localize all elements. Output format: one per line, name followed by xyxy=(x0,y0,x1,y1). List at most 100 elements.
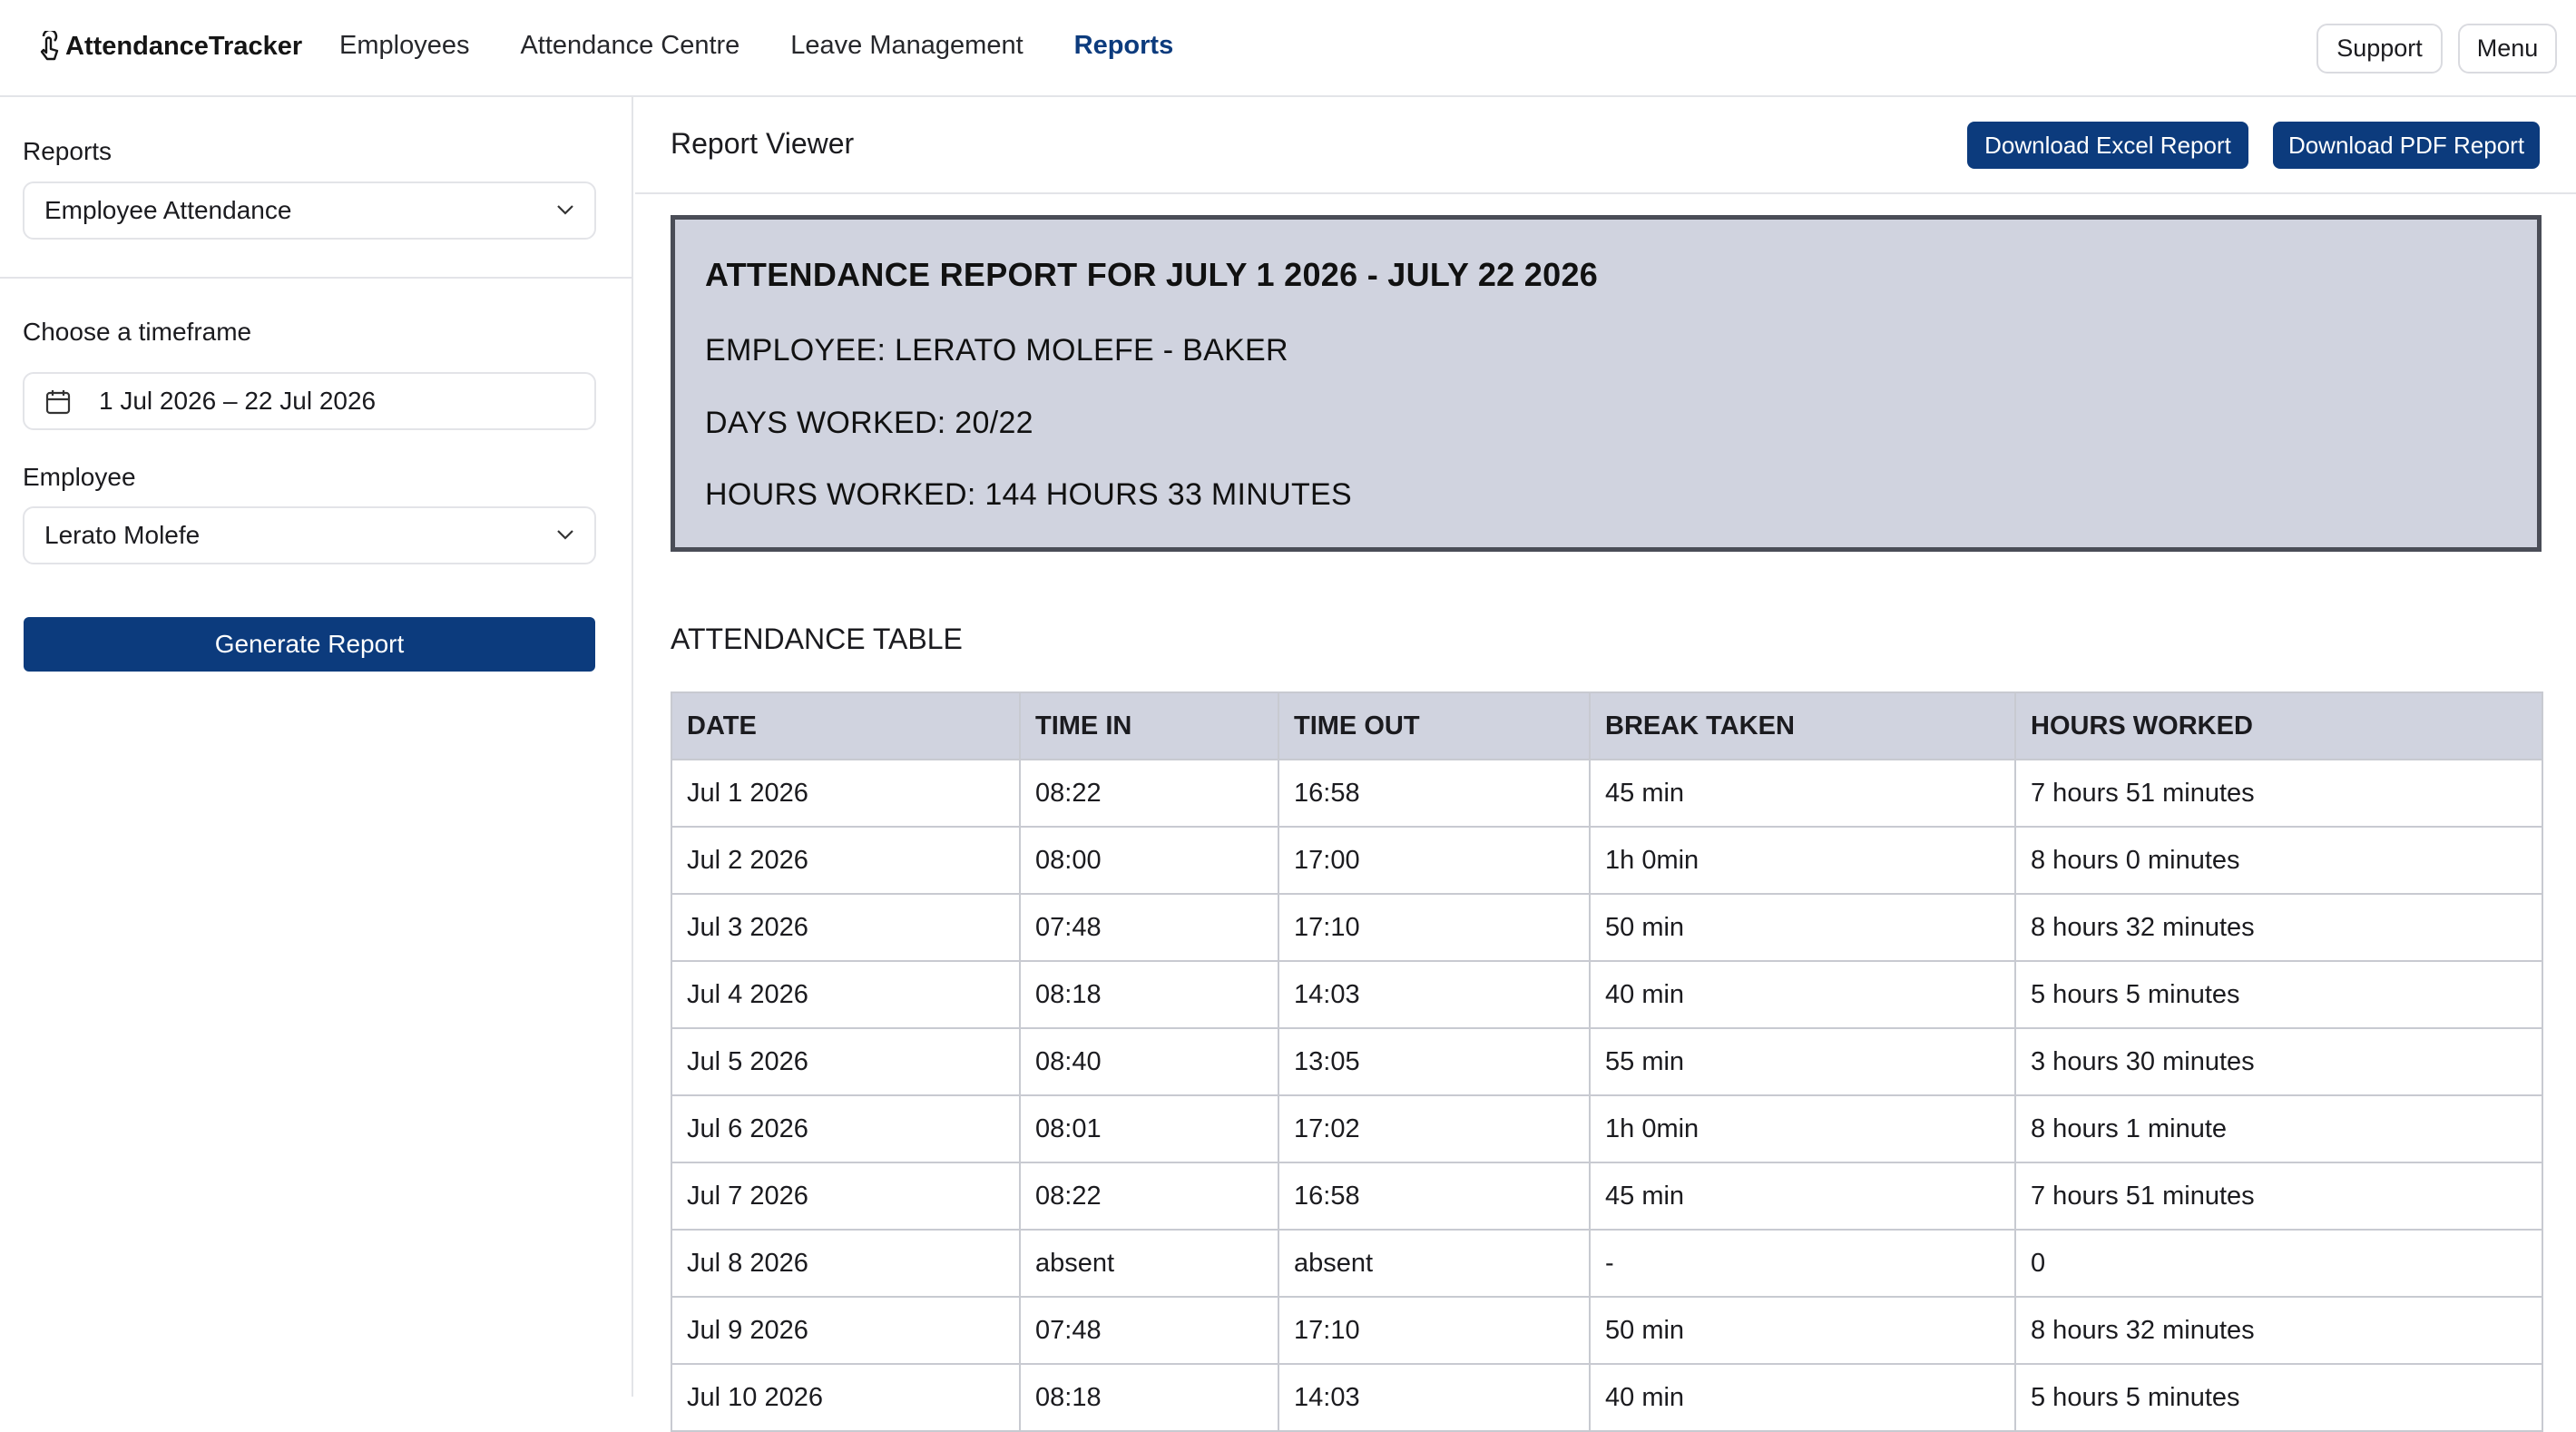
cell-time-in: 08:18 xyxy=(1019,1363,1279,1432)
cell-hours-worked: 8 hours 32 minutes xyxy=(2014,893,2543,962)
viewer-header: Report Viewer Download Excel Report Down… xyxy=(635,97,2576,194)
nav-attendance-centre[interactable]: Attendance Centre xyxy=(520,31,740,60)
cell-break-taken: - xyxy=(1589,1229,2016,1298)
nav-employees[interactable]: Employees xyxy=(339,31,470,60)
table-row: Jul 10 2026 08:18 14:03 40 min 5 hours 5 min… xyxy=(671,1363,2543,1432)
column-header-hours-worked: HOURS WORKED xyxy=(2014,691,2543,760)
cell-hours-worked: 8 hours 1 minute xyxy=(2014,1094,2543,1163)
cell-time-in: 07:48 xyxy=(1019,893,1279,962)
cell-time-in: 07:48 xyxy=(1019,1296,1279,1365)
cell-time-out: 16:58 xyxy=(1278,1162,1591,1231)
cell-break-taken: 45 min xyxy=(1589,759,2016,828)
table-row: Jul 6 2026 08:01 17:02 1h 0min 8 hours 1 min… xyxy=(671,1094,2543,1163)
cell-time-in: 08:18 xyxy=(1019,960,1279,1029)
cell-time-in: 08:01 xyxy=(1019,1094,1279,1163)
download-excel-button[interactable]: Download Excel Report xyxy=(1967,122,2248,169)
cell-time-in: 08:22 xyxy=(1019,1162,1279,1231)
cell-time-in: 08:00 xyxy=(1019,826,1279,895)
cell-time-out: 14:03 xyxy=(1278,960,1591,1029)
report-summary-employee: EMPLOYEE: LERATO MOLEFE - BAKER xyxy=(705,333,1288,368)
cell-time-out: 17:10 xyxy=(1278,893,1591,962)
cell-hours-worked: 7 hours 51 minutes xyxy=(2014,1162,2543,1231)
timeframe-value: 1 Jul 2026 – 22 Jul 2026 xyxy=(99,387,377,415)
attendance-table-heading: ATTENDANCE TABLE xyxy=(671,623,963,655)
cell-break-taken: 50 min xyxy=(1589,893,2016,962)
report-type-select[interactable]: Employee Attendance xyxy=(23,181,596,240)
nav-reports[interactable]: Reports xyxy=(1073,31,1174,60)
attendance-table-container: DATE TIME IN TIME OUT BREAK TAKEN HOURS … xyxy=(671,691,2543,1432)
employee-select[interactable]: Lerato Molefe xyxy=(23,506,596,564)
employee-value: Lerato Molefe xyxy=(44,521,201,549)
timeframe-date-range-input[interactable]: 1 Jul 2026 – 22 Jul 2026 xyxy=(23,372,596,430)
cell-date: Jul 8 2026 xyxy=(671,1229,1021,1298)
chevron-down-icon xyxy=(557,530,573,540)
cell-time-out: 16:58 xyxy=(1278,759,1591,828)
table-row: Jul 2 2026 08:00 17:00 1h 0min 8 hours 0 min… xyxy=(671,826,2543,895)
table-row: Jul 1 2026 08:22 16:58 45 min 7 hours 51 min… xyxy=(671,759,2543,828)
cell-hours-worked: 7 hours 51 minutes xyxy=(2014,759,2543,828)
column-header-break-taken: BREAK TAKEN xyxy=(1589,691,2016,760)
report-type-value: Employee Attendance xyxy=(44,196,292,224)
cell-hours-worked: 3 hours 30 minutes xyxy=(2014,1027,2543,1096)
cell-break-taken: 55 min xyxy=(1589,1027,2016,1096)
cell-date: Jul 2 2026 xyxy=(671,826,1021,895)
cell-time-in: 08:22 xyxy=(1019,759,1279,828)
attendance-table: DATE TIME IN TIME OUT BREAK TAKEN HOURS … xyxy=(671,691,2543,1432)
cell-time-out: absent xyxy=(1278,1229,1591,1298)
cell-date: Jul 3 2026 xyxy=(671,893,1021,962)
cell-date: Jul 7 2026 xyxy=(671,1162,1021,1231)
cell-date: Jul 6 2026 xyxy=(671,1094,1021,1163)
cell-time-out: 17:10 xyxy=(1278,1296,1591,1365)
table-row: Jul 3 2026 07:48 17:10 50 min 8 hours 32 min… xyxy=(671,893,2543,962)
menu-button[interactable]: Menu xyxy=(2458,24,2557,74)
table-row: Jul 4 2026 08:18 14:03 40 min 5 hours 5 minu… xyxy=(671,960,2543,1029)
calendar-icon xyxy=(45,390,71,415)
cell-date: Jul 10 2026 xyxy=(671,1363,1021,1432)
download-pdf-button[interactable]: Download PDF Report xyxy=(2273,122,2540,169)
column-header-time-out: TIME OUT xyxy=(1278,691,1591,760)
cell-hours-worked: 8 hours 32 minutes xyxy=(2014,1296,2543,1365)
cell-date: Jul 1 2026 xyxy=(671,759,1021,828)
report-summary-box: ATTENDANCE REPORT FOR JULY 1 2026 - JULY… xyxy=(671,215,2542,552)
table-row: Jul 9 2026 07:48 17:10 50 min 8 hours 32 min… xyxy=(671,1296,2543,1365)
brand-name: AttendanceTracker xyxy=(65,31,303,61)
table-header-row: DATE TIME IN TIME OUT BREAK TAKEN HOURS … xyxy=(671,691,2543,760)
support-button[interactable]: Support xyxy=(2316,24,2443,74)
cell-hours-worked: 8 hours 0 minutes xyxy=(2014,826,2543,895)
cell-hours-worked: 5 hours 5 minutes xyxy=(2014,1363,2543,1432)
brand-logo[interactable]: AttendanceTracker xyxy=(36,31,302,62)
report-summary-days: DAYS WORKED: 20/22 xyxy=(705,406,1033,440)
sidebar-divider xyxy=(0,277,633,279)
nav-leave-management[interactable]: Leave Management xyxy=(790,31,1024,60)
cell-time-out: 13:05 xyxy=(1278,1027,1591,1096)
cell-hours-worked: 0 xyxy=(2014,1229,2543,1298)
cell-time-out: 14:03 xyxy=(1278,1363,1591,1432)
cell-break-taken: 1h 0min xyxy=(1589,1094,2016,1163)
table-row: Jul 8 2026 absent absent -0 xyxy=(671,1229,2543,1298)
generate-report-button[interactable]: Generate Report xyxy=(24,617,595,672)
page-title: Report Viewer xyxy=(671,127,855,160)
report-summary-title: ATTENDANCE REPORT FOR JULY 1 2026 - JULY… xyxy=(705,256,1599,293)
timeframe-label: Choose a timeframe xyxy=(23,318,252,346)
cell-time-in: 08:40 xyxy=(1019,1027,1279,1096)
report-viewer: Report Viewer Download Excel Report Down… xyxy=(635,97,2576,1432)
cell-break-taken: 45 min xyxy=(1589,1162,2016,1231)
cell-date: Jul 9 2026 xyxy=(671,1296,1021,1365)
chevron-down-icon xyxy=(557,205,573,215)
reports-label: Reports xyxy=(23,137,113,165)
cell-break-taken: 50 min xyxy=(1589,1296,2016,1365)
cell-time-in: absent xyxy=(1019,1229,1279,1298)
cell-date: Jul 4 2026 xyxy=(671,960,1021,1029)
cell-time-out: 17:02 xyxy=(1278,1094,1591,1163)
cell-date: Jul 5 2026 xyxy=(671,1027,1021,1096)
cell-break-taken: 40 min xyxy=(1589,1363,2016,1432)
attendance-table-body: Jul 1 2026 08:22 16:58 45 min 7 hours 51 min… xyxy=(671,759,2543,1432)
main-nav: Employees Attendance Centre Leave Manage… xyxy=(339,31,1173,61)
column-header-time-in: TIME IN xyxy=(1019,691,1279,760)
top-navigation-bar: AttendanceTracker Employees Attendance C… xyxy=(0,0,2576,97)
column-header-date: DATE xyxy=(671,691,1021,760)
cell-break-taken: 40 min xyxy=(1589,960,2016,1029)
cell-time-out: 17:00 xyxy=(1278,826,1591,895)
table-row: Jul 7 2026 08:22 16:58 45 min 7 hours 51 min… xyxy=(671,1162,2543,1231)
cell-hours-worked: 5 hours 5 minutes xyxy=(2014,960,2543,1029)
